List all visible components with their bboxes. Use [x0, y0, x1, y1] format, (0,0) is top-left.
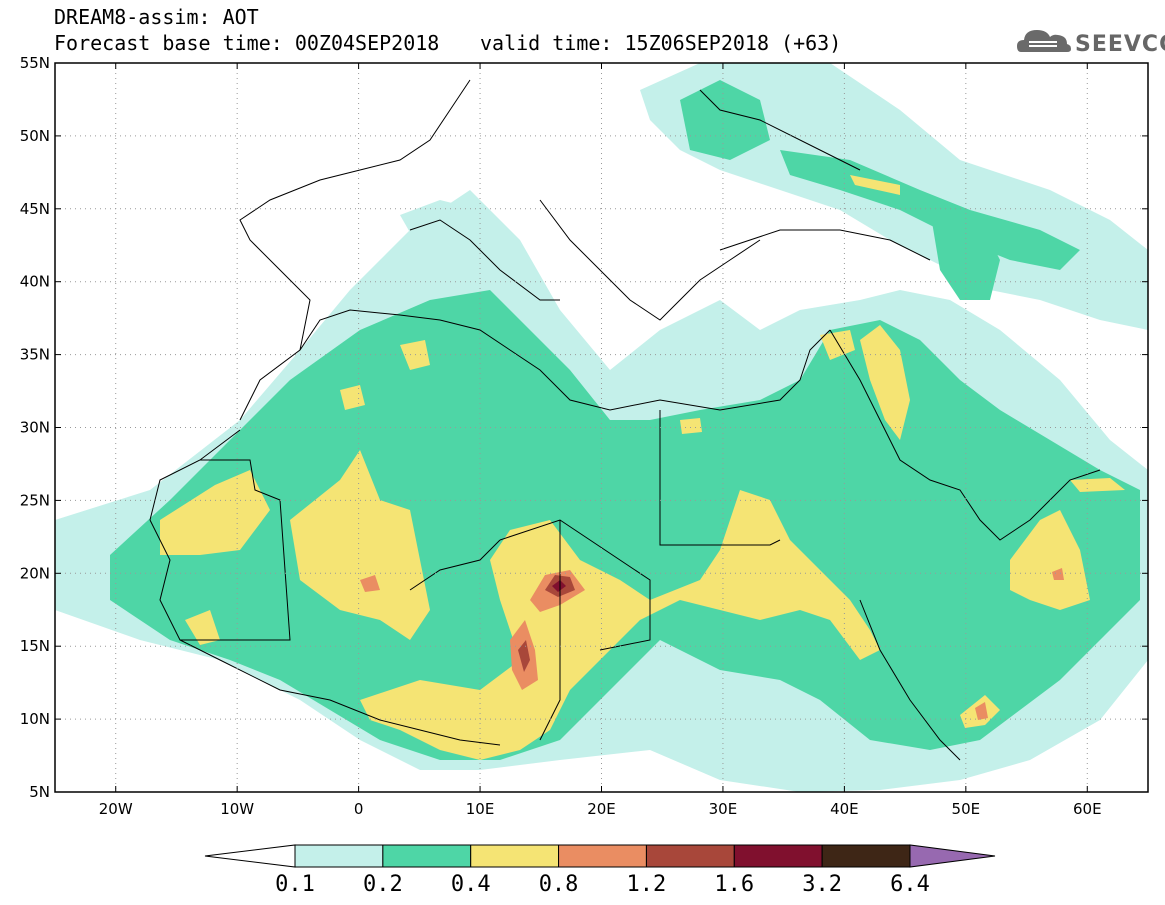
colorbar-bin [382, 844, 472, 868]
lat-tick-label: 40N [20, 273, 50, 291]
lat-tick-label: 45N [20, 200, 50, 218]
latitude-axis: 55N 50N 45N 40N 35N 30N 25N 20N 15N 10N 5N [20, 54, 1148, 801]
lon-tick-label: 10E [466, 800, 495, 818]
colorbar-label: 3.2 [802, 872, 842, 897]
valid-time: valid time: 15Z06SEP2018 (+63) [480, 31, 842, 55]
colorbar-label: 1.2 [627, 872, 667, 897]
colorbar-label: 0.4 [451, 872, 491, 897]
lon-tick-label: 60E [1073, 800, 1102, 818]
colorbar-label: 6.4 [890, 872, 930, 897]
lat-tick-label: 55N [20, 54, 50, 72]
colorbar-label: 0.8 [539, 872, 579, 897]
forecast-base-time: Forecast base time: 00Z04SEP2018 [54, 31, 440, 55]
lat-tick-label: 35N [20, 346, 50, 364]
colorbar-label: 0.1 [275, 872, 315, 897]
lon-tick-label: 40E [830, 800, 859, 818]
lat-tick-label: 15N [20, 637, 50, 655]
seevccc-logo: SEEVCCC [1015, 24, 1165, 58]
map-title: DREAM8-assim: AOT [54, 5, 259, 29]
lat-tick-label: 10N [20, 710, 50, 728]
colorbar-label: 0.2 [363, 872, 403, 897]
grid [55, 63, 1148, 792]
lon-tick-label: 30E [709, 800, 738, 818]
colorbar-bin [821, 844, 911, 868]
lon-tick-label: 20W [99, 800, 133, 818]
colorbar-bin [645, 844, 735, 868]
colorbar-bin [470, 844, 560, 868]
aot-field [55, 63, 1148, 792]
colorbar-over-arrow [909, 844, 996, 868]
lon-tick-label: 10W [220, 800, 254, 818]
colorbar-bin [294, 844, 384, 868]
aot-level-0.4 [160, 175, 1125, 760]
lat-tick-label: 50N [20, 127, 50, 145]
lon-tick-label: 20E [587, 800, 616, 818]
lat-tick-label: 20N [20, 564, 50, 582]
colorbar: 0.1 0.2 0.4 0.8 1.2 1.6 3.2 6.4 [204, 844, 996, 897]
aot-level-1.6 [552, 580, 566, 592]
lon-tick-label: 0 [354, 800, 364, 818]
lat-tick-label: 5N [29, 783, 50, 801]
colorbar-bin [733, 844, 823, 868]
logo-text: SEEVCCC [1075, 32, 1165, 57]
colorbar-label: 1.6 [714, 872, 754, 897]
colorbar-bin [558, 844, 647, 868]
colorbar-under-arrow [204, 844, 296, 868]
lat-tick-label: 30N [20, 419, 50, 437]
coastlines [149, 79, 1101, 761]
lat-tick-label: 25N [20, 491, 50, 509]
cloud-icon [1017, 30, 1071, 52]
lon-tick-label: 50E [952, 800, 981, 818]
longitude-axis: 20W 10W 0 10E 20E 30E 40E 50E 60E [99, 63, 1102, 818]
